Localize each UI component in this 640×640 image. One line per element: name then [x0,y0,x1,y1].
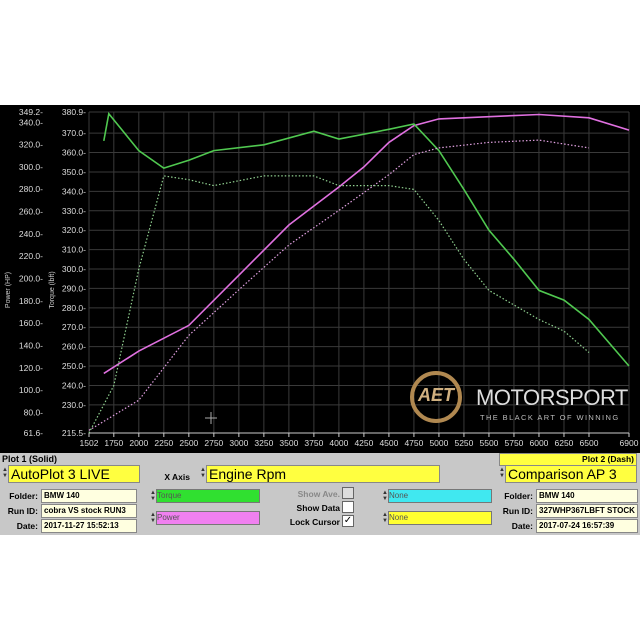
x-tick-label: 2250 [154,438,173,448]
torque-tick-label: 270.0- [62,322,86,332]
x-tick-label: 2500 [179,438,198,448]
power-tick-label: 180.0- [19,296,43,306]
series-torque-dash [88,175,590,434]
x-tick-label: 2000 [129,438,148,448]
x-tick-label: 5500 [479,438,498,448]
spinner-icon[interactable]: ▲ ▼ [150,490,156,502]
show-ave-checkbox[interactable] [342,487,354,499]
lock-cursor-checkbox[interactable]: ✓ [342,515,354,527]
x-tick-label: 1750 [104,438,123,448]
torque-axis-label: Torque (lbft) [49,271,56,308]
power-tick-label: 280.0- [19,184,43,194]
plot2-select[interactable]: Comparison AP 3 [505,465,637,483]
power-tick-label: 80.0- [24,407,44,417]
power-tick-label: 340.0- [19,117,43,127]
channel-1-select[interactable]: Torque [156,489,260,503]
x-tick-label: 3250 [254,438,273,448]
x-tick-label: 6900 [620,438,639,448]
series-power-solid [103,113,630,375]
power-tick-label: 61.6- [24,428,44,438]
x-tick-label: 3000 [229,438,248,448]
x-tick-label: 3750 [304,438,323,448]
torque-tick-label: 300.0- [62,264,86,274]
dyno-chart[interactable]: 1502 1750 2000 2250 2500 2750 3000 3250 3500 3750… [0,105,640,453]
x-tick-label: 5750 [504,438,523,448]
torque-tick-label: 230.0- [62,400,86,410]
x-tick-label: 4750 [404,438,423,448]
power-tick-label: 300.0- [19,162,43,172]
power-tick-label: 200.0- [19,274,43,284]
power-tick-label: 240.0- [19,229,43,239]
power-tick-label: 160.0- [19,318,43,328]
series-power-dash [88,139,590,431]
x-tick-label: 4500 [379,438,398,448]
power-axis-label: Power (HP) [5,272,12,308]
plot2-folder[interactable]: BMW 140 [536,489,638,503]
power-tick-label: 349.2- [19,107,43,117]
chart-svg: 1502 1750 2000 2250 2500 2750 3000 3250 3500 3750… [5,107,639,448]
torque-tick-label: 330.0- [62,206,86,216]
plot1-folder[interactable]: BMW 140 [41,489,137,503]
x-tick-label: 6500 [580,438,599,448]
spinner-icon[interactable]: ▲ ▼ [2,467,8,479]
plot1-select[interactable]: AutoPlot 3 LIVE [8,465,140,483]
power-tick-label: 100.0- [19,385,43,395]
power-tick-label: 120.0- [19,363,43,373]
spinner-icon[interactable]: ▲ ▼ [499,467,505,479]
torque-tick-label: 310.0- [62,245,86,255]
control-panel: Plot 1 (Solid) ▲ ▼ AutoPlot 3 LIVE Folder… [0,453,640,535]
spinner-icon[interactable]: ▲ ▼ [200,467,206,479]
torque-tick-label: 380.9- [62,107,86,117]
torque-tick-label: 280.0- [62,303,86,313]
power-tick-label: 320.0- [19,140,43,150]
torque-tick-label: 350.0- [62,167,86,177]
cursor-crosshair-icon [205,412,217,424]
x-tick-label: 3500 [279,438,298,448]
channel-3-select[interactable]: None [388,489,492,503]
aet-logo: AET MOTORSPORT THE BLACK ART OF WINNING [408,367,628,435]
x-tick-label: 6000 [530,438,549,448]
channel-4-select[interactable]: None [388,511,492,525]
power-tick-label: 220.0- [19,251,43,261]
spinner-icon[interactable]: ▲ ▼ [382,490,388,502]
plot1-run-id[interactable]: cobra VS stock RUN3 [41,504,137,518]
series-torque-solid [103,111,630,367]
torque-tick-label: 320.0- [62,225,86,235]
channel-2-select[interactable]: Power [156,511,260,525]
show-data-checkbox[interactable] [342,501,354,513]
torque-tick-label: 340.0- [62,186,86,196]
x-axis-select[interactable]: Engine Rpm [206,465,440,483]
plot1-date[interactable]: 2017-11-27 15:52:13 [41,519,137,533]
torque-tick-label: 290.0- [62,283,86,293]
power-tick-label: 140.0- [19,340,43,350]
torque-tick-label: 215.5- [62,428,86,438]
plot2-run-id[interactable]: 327WHP367LBFT STOCK [536,504,638,518]
x-tick-label: 5000 [429,438,448,448]
torque-tick-label: 240.0- [62,380,86,390]
torque-tick-label: 260.0- [62,342,86,352]
torque-tick-label: 360.0- [62,148,86,158]
x-tick-label: 6250 [555,438,574,448]
x-tick-label: 2750 [204,438,223,448]
spinner-icon[interactable]: ▲ ▼ [150,512,156,524]
x-tick-label: 4250 [354,438,373,448]
x-tick-label: 4000 [329,438,348,448]
x-tick-label: 5250 [454,438,473,448]
spinner-icon[interactable]: ▲ ▼ [382,512,388,524]
plot2-date[interactable]: 2017-07-24 16:57:39 [536,519,638,533]
power-tick-label: 260.0- [19,207,43,217]
torque-tick-label: 370.0- [62,128,86,138]
x-tick-label: 1502 [80,438,99,448]
torque-tick-label: 250.0- [62,361,86,371]
